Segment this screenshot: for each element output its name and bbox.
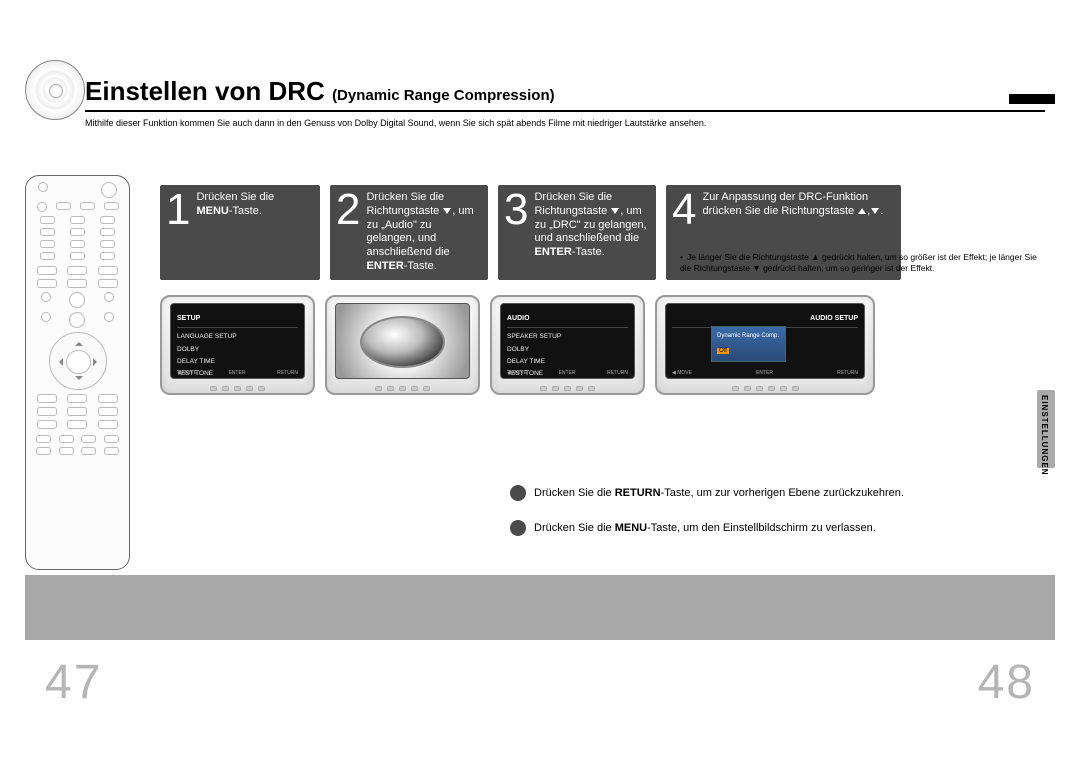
instruction-menu: Drücken Sie die MENU-Taste, um den Einst… (510, 520, 876, 536)
step-number: 3 (504, 191, 528, 228)
section-tab: EINSTELLUNGEN (1037, 390, 1055, 468)
step-text: Zur Anpassung der DRC-Funktion drücken S… (702, 191, 893, 219)
side-marker (1009, 94, 1055, 104)
tv-thumbnails: SETUP LANGUAGE SETUP DOLBY DELAY TIME TE… (160, 295, 875, 395)
step-number: 1 (166, 191, 190, 228)
triangle-up-icon (858, 208, 866, 214)
title-underline (85, 110, 1045, 112)
intro-text: Mithilfe dieser Funktion kommen Sie auch… (85, 118, 785, 130)
remote-illustration (25, 175, 130, 570)
step-text: Drücken Sie die MENU-Taste. (196, 191, 274, 219)
triangle-down-icon (611, 208, 619, 214)
step-3: 3 Drücken Sie die Richtungstaste , um zu… (498, 185, 656, 280)
remote-buttons (26, 176, 129, 569)
disc-icon (25, 60, 85, 120)
section-tab-label: EINSTELLUNGEN (1040, 395, 1049, 476)
tv-screen-3: AUDIO SPEAKER SETUP DOLBY DELAY TIME TES… (490, 295, 645, 395)
step-number: 2 (336, 191, 360, 228)
step-1: 1 Drücken Sie die MENU-Taste. (160, 185, 320, 280)
step-4-note: •Je länger Sie die Richtungstaste ▲ gedr… (680, 252, 1040, 274)
step-2: 2 Drücken Sie die Richtungstaste , um zu… (330, 185, 488, 280)
page-right: 48 (978, 655, 1035, 710)
triangle-down-icon (443, 208, 451, 214)
manual-page: Einstellen von DRC (Dynamic Range Compre… (0, 0, 1080, 763)
footer-band (25, 575, 1055, 640)
remote-dpad (49, 332, 107, 390)
speaker-icon (360, 316, 445, 368)
page-title: Einstellen von DRC (Dynamic Range Compre… (85, 78, 555, 104)
drc-panel: Dynamic Range Comp. Off (711, 326, 786, 362)
triangle-down-icon (871, 208, 879, 214)
step-text: Drücken Sie die Richtungstaste , um zu „… (366, 191, 480, 274)
bullet-icon (510, 485, 526, 501)
title-main: Einstellen von DRC (85, 76, 325, 106)
page-numbers: 47 48 (25, 655, 1055, 710)
bullet-icon (510, 520, 526, 536)
title-sub: (Dynamic Range Compression) (332, 87, 555, 104)
tv-screen-4: AUDIO SETUP Dynamic Range Comp. Off ◀ MO… (655, 295, 875, 395)
step-number: 4 (672, 191, 696, 228)
tv-screen-2 (325, 295, 480, 395)
tv-screen-1: SETUP LANGUAGE SETUP DOLBY DELAY TIME TE… (160, 295, 315, 395)
instruction-return: Drücken Sie die RETURN-Taste, um zur vor… (510, 485, 904, 501)
step-text: Drücken Sie die Richtungstaste , um zu „… (534, 191, 648, 260)
page-left: 47 (45, 655, 102, 710)
